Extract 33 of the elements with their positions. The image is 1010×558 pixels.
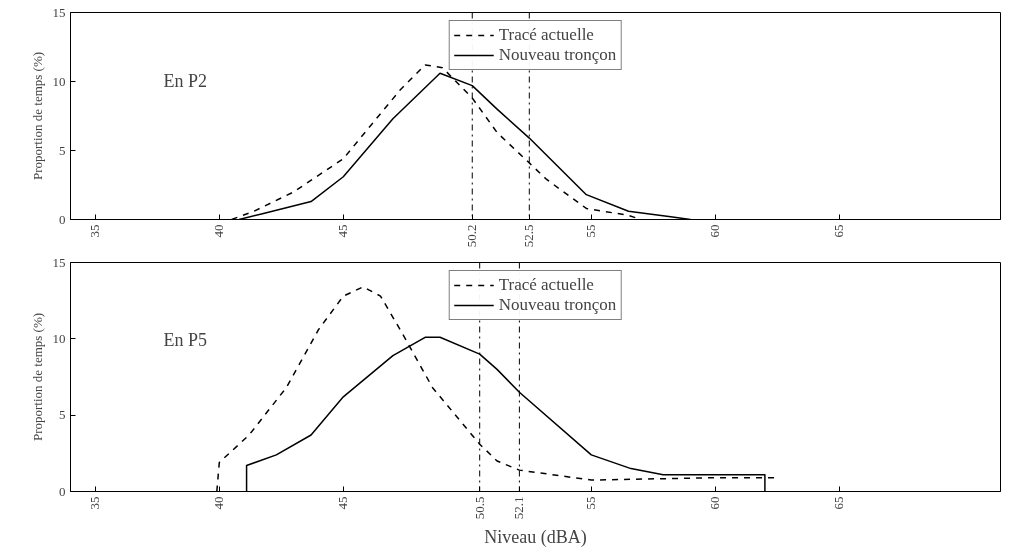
y-tick-label: 15	[52, 254, 66, 270]
x-tick-label: 65	[831, 496, 847, 510]
x-axis-title: Niveau (dBA)	[484, 527, 587, 549]
y-tick-label: 10	[52, 73, 66, 89]
x-tick-label: 50.2	[464, 224, 480, 248]
x-tick-label: 55	[583, 224, 599, 238]
x-tick-label: 35	[87, 224, 103, 238]
annotation: En P2	[163, 71, 208, 92]
legend-label: Nouveau tronçon	[498, 295, 617, 315]
y-axis-title: Proportion de temps (%)	[29, 312, 45, 442]
x-tick-label: 40	[211, 224, 227, 238]
x-tick-label: 45	[335, 496, 351, 510]
y-tick-label: 0	[59, 211, 66, 227]
x-tick-label: 40	[211, 496, 227, 510]
legend-label: Tracé actuelle	[498, 25, 594, 45]
y-axis-title: Proportion de temps (%)	[29, 51, 45, 181]
x-tick-label: 45	[335, 224, 351, 238]
x-tick-label: 52.1	[511, 496, 527, 520]
y-tick-label: 15	[52, 4, 66, 20]
y-tick-label: 5	[59, 142, 66, 158]
x-tick-label: 60	[707, 224, 723, 238]
x-tick-label: 50.5	[471, 496, 487, 520]
y-tick-label: 10	[52, 330, 66, 346]
y-tick-label: 5	[59, 407, 66, 423]
legend-label: Nouveau tronçon	[498, 45, 617, 65]
x-tick-label: 55	[583, 496, 599, 510]
y-tick-label: 0	[59, 483, 66, 499]
x-tick-label: 60	[707, 496, 723, 510]
x-tick-label: 35	[87, 496, 103, 510]
annotation: En P5	[163, 329, 208, 350]
x-tick-label: 52.5	[521, 224, 537, 248]
legend-label: Tracé actuelle	[498, 275, 594, 295]
x-tick-label: 65	[831, 224, 847, 238]
